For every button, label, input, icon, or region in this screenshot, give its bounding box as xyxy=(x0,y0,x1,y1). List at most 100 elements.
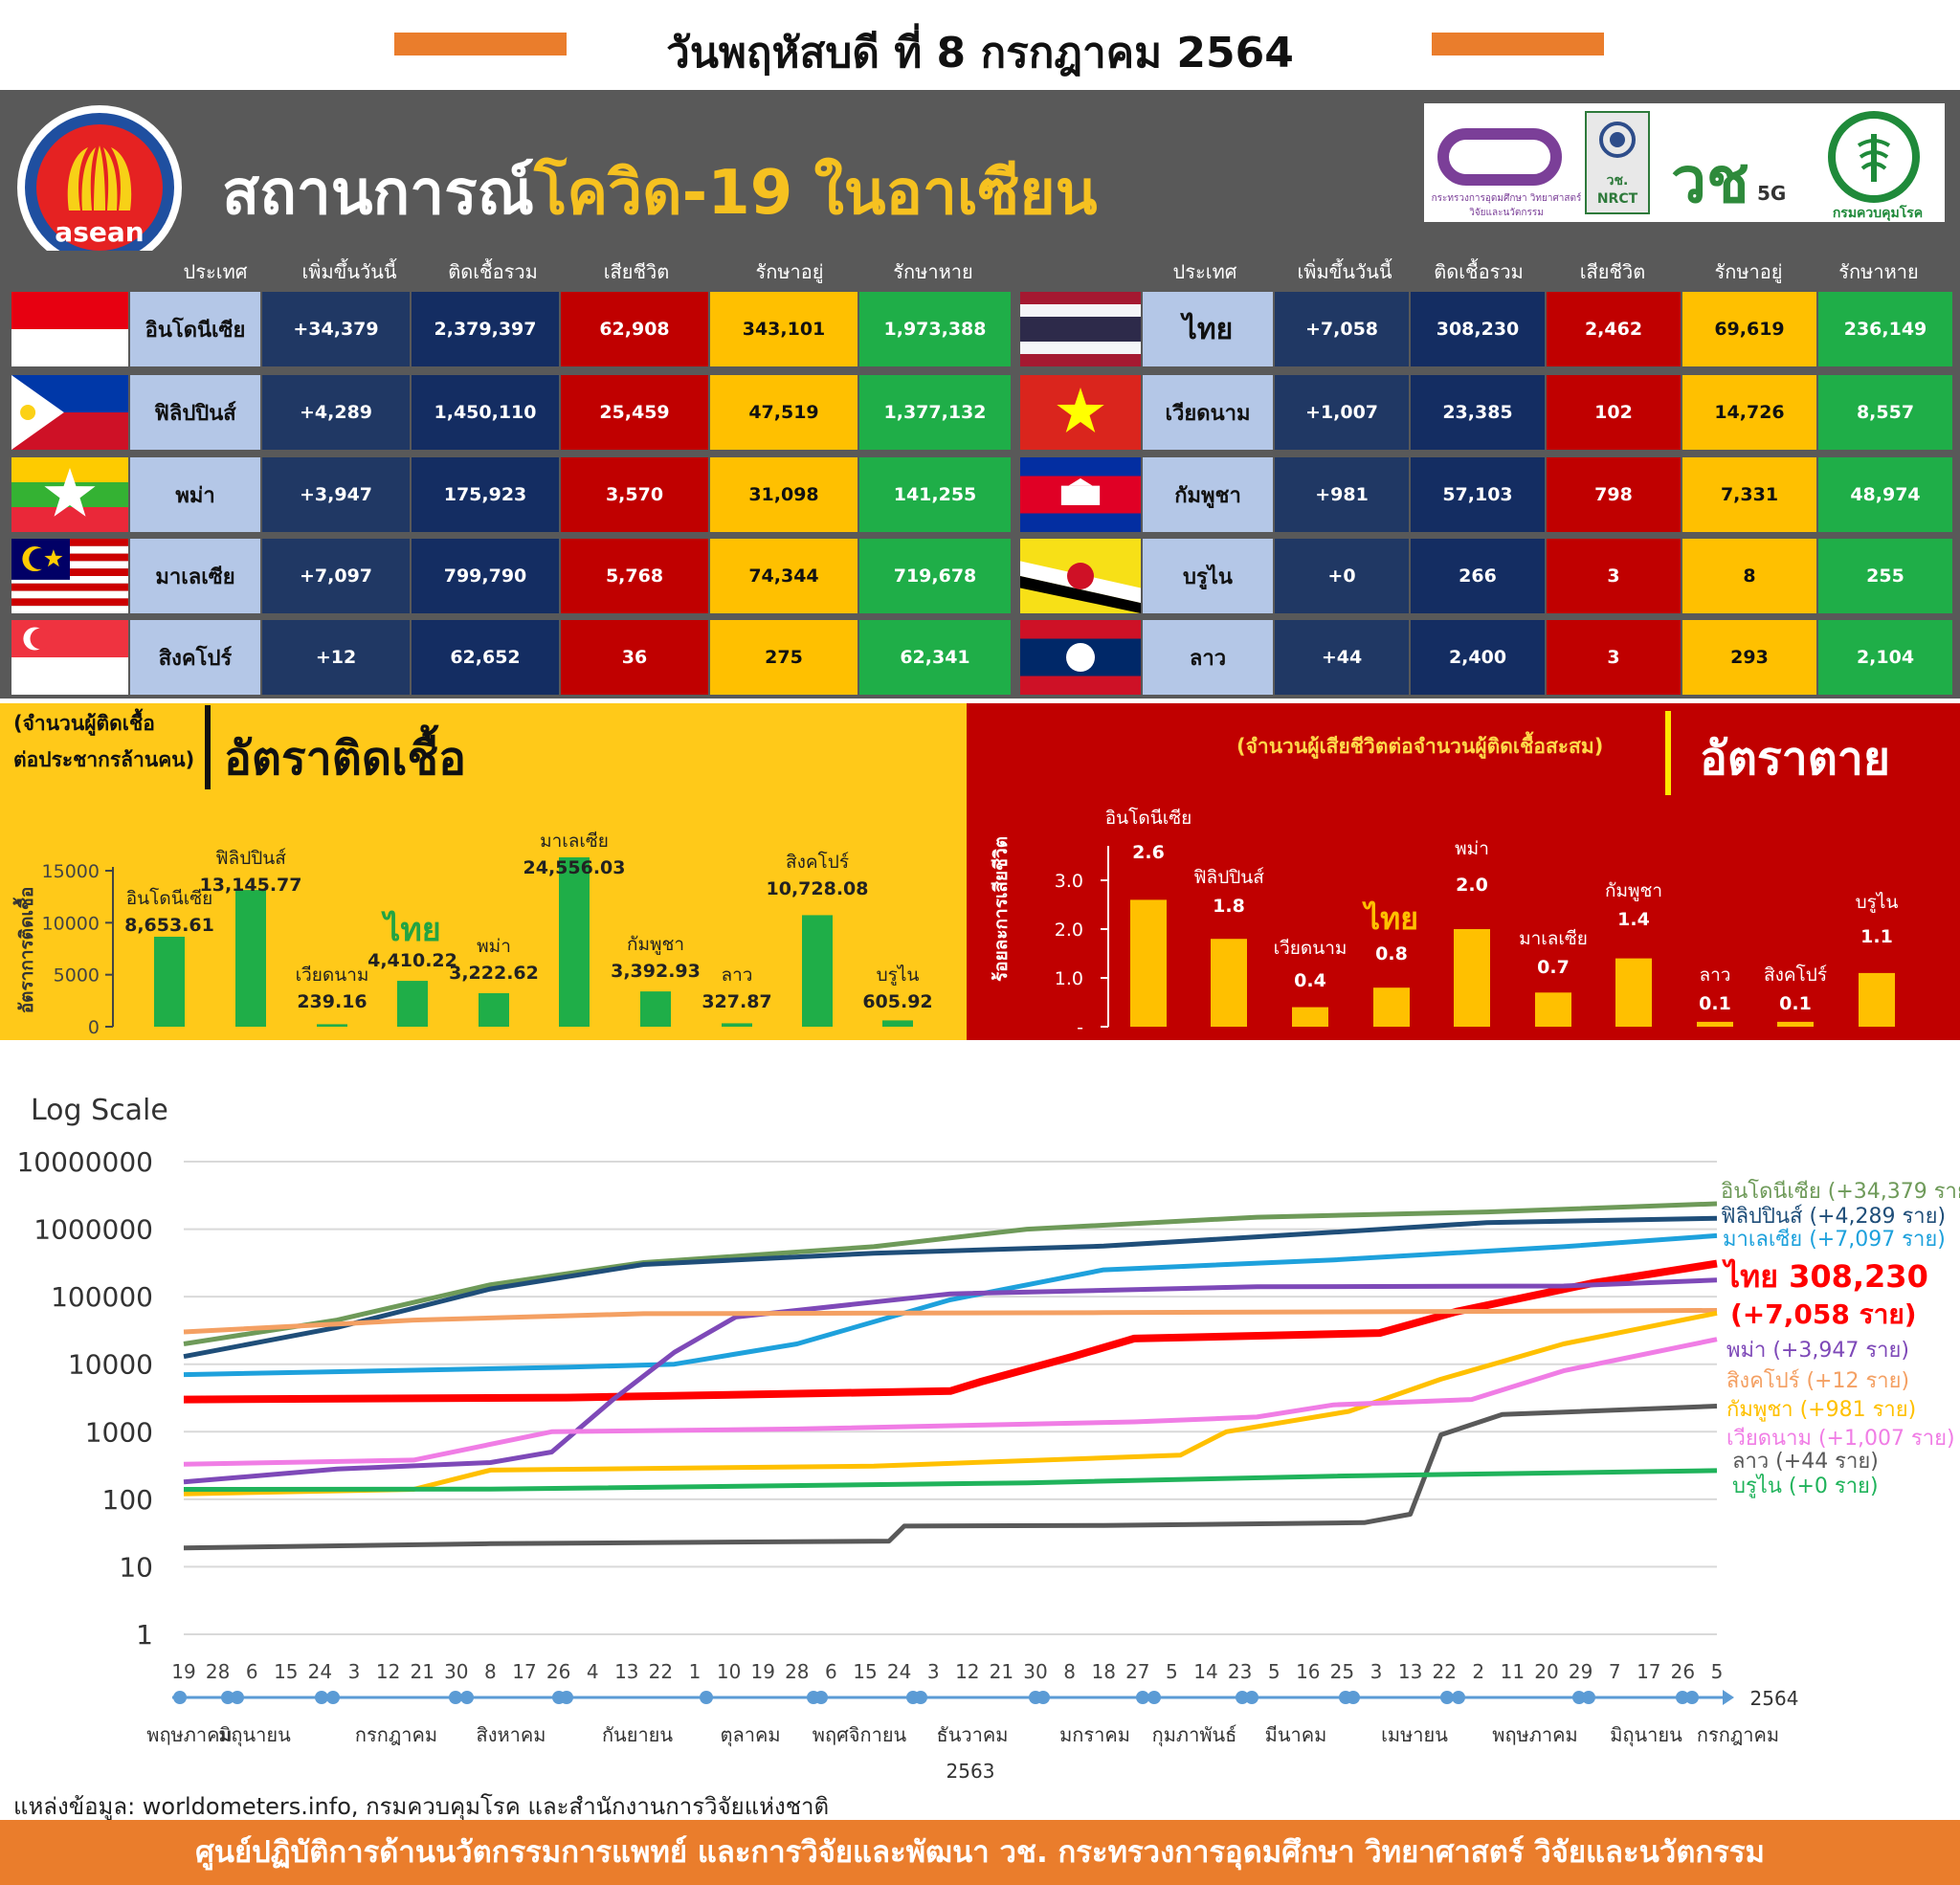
mortality-category-label: มาเลเซีย xyxy=(1519,928,1588,949)
table-cell-active: 343,101 xyxy=(710,292,858,366)
mortality-value-label: 0.7 xyxy=(1537,957,1570,978)
table-cell-recovered: 719,678 xyxy=(859,539,1011,613)
table-cell-deaths: 25,459 xyxy=(561,375,708,450)
table-cell-new: +981 xyxy=(1275,457,1409,532)
table-cell-active: 275 xyxy=(710,620,858,695)
line-chart-x-tick-label: 3 xyxy=(1370,1660,1383,1683)
timeline-dot xyxy=(1452,1691,1465,1704)
line-chart-x-tick-label: 5 xyxy=(1268,1660,1281,1683)
flag-malaysia xyxy=(11,539,128,613)
table-cell-active: 69,619 xyxy=(1682,292,1816,366)
table-cell-deaths: 3 xyxy=(1547,539,1681,613)
mortality-bar xyxy=(1211,939,1247,1027)
mortality-category-label: เวียดนาม xyxy=(1274,938,1348,959)
timeline-dot xyxy=(1676,1691,1689,1704)
table-cell-recovered: 1,973,388 xyxy=(859,292,1011,366)
flag-thailand xyxy=(1020,292,1141,366)
infection-value-label: 3,392.93 xyxy=(611,961,701,982)
infection-value-label: 327.87 xyxy=(702,991,771,1012)
line-chart-title: Log Scale xyxy=(31,1094,168,1127)
timeline-dot xyxy=(449,1691,462,1704)
flag-philippines xyxy=(11,375,128,450)
table-cell-deaths: 102 xyxy=(1547,375,1681,450)
page-date: วันพฤหัสบดี ที่ 8 กรกฎาคม 2564 xyxy=(666,29,1294,78)
infection-category-label: มาเลเซีย xyxy=(540,831,609,852)
line-chart-month-label: มกราคม xyxy=(1059,1723,1130,1746)
line-chart-x-tick-label: 11 xyxy=(1501,1660,1525,1683)
table-cell-active: 74,344 xyxy=(710,539,858,613)
table-cell-country: ไทย xyxy=(1143,292,1273,366)
table-cell-recovered: 141,255 xyxy=(859,457,1011,532)
mortality-category-label: บรูไน xyxy=(1856,892,1899,913)
mortality-value-label: 0.1 xyxy=(1699,993,1731,1014)
timeline-dot xyxy=(1036,1691,1050,1704)
line-chart-x-tick-label: 28 xyxy=(785,1660,809,1683)
table-cell-new: +12 xyxy=(262,620,410,695)
laos-flag-icon xyxy=(1020,620,1141,695)
mortality-value-label: 2.6 xyxy=(1132,842,1165,863)
series-label: เวียดนาม (+1,007 ราย) xyxy=(1726,1427,1955,1451)
infection-value-label: 13,145.77 xyxy=(200,875,302,896)
timeline-dot xyxy=(315,1691,328,1704)
timeline-dot xyxy=(1347,1691,1360,1704)
indonesia-flag-icon xyxy=(11,292,128,366)
line-chart-x-tick-label: 19 xyxy=(750,1660,774,1683)
table-header-right-4: รักษาอยู่ xyxy=(1714,260,1783,283)
infection-category-label: เวียดนาม xyxy=(296,965,369,986)
table-header-left-3: เสียชีวิต xyxy=(603,260,670,283)
date-bar: วันพฤหัสบดี ที่ 8 กรกฎาคม 2564 xyxy=(0,0,1960,90)
infection-value-label: 605.92 xyxy=(862,991,932,1012)
table-cell-recovered: 62,341 xyxy=(859,620,1011,695)
line-chart-month-label: กรกฎาคม xyxy=(355,1723,437,1746)
table-cell-total: 62,652 xyxy=(412,620,559,695)
line-chart-x-tick-label: 14 xyxy=(1193,1660,1217,1683)
mortality-category-label: กัมพูชา xyxy=(1605,880,1662,901)
line-chart-x-tick-label: 3 xyxy=(927,1660,940,1683)
series-line xyxy=(183,1308,1718,1335)
line-chart-x-tick-label: 8 xyxy=(1063,1660,1076,1683)
line-chart-x-tick-label: 12 xyxy=(955,1660,979,1683)
mortality-bar xyxy=(1615,958,1652,1027)
asean-logo: asean xyxy=(17,105,182,270)
mortality-bar xyxy=(1535,992,1571,1027)
timeline-dot xyxy=(1572,1691,1586,1704)
mortality-value-label: 0.4 xyxy=(1294,970,1326,991)
table-cell-country: เวียดนาม xyxy=(1143,375,1273,450)
mortality-bar xyxy=(1292,1007,1328,1027)
series-line xyxy=(183,1277,1718,1485)
table-header-right-5: รักษาหาย xyxy=(1838,260,1919,283)
infection-value-label: 3,222.62 xyxy=(449,963,539,984)
nrct-logo: วช. NRCT xyxy=(1585,111,1650,214)
ddc-logo: กรมควบคุมโรค xyxy=(1815,111,1941,221)
table-header-right-2: ติดเชื้อรวม xyxy=(1434,260,1524,283)
timeline-dot xyxy=(173,1691,187,1704)
infection-category-label: พม่า xyxy=(477,936,511,957)
table-header-left-1: เพิ่มขึ้นวันนี้ xyxy=(301,260,397,283)
log-scale-chart: Log Scale 1 10 100 1000 10000 100000 1000000 100… xyxy=(16,1094,1960,1780)
infection-y-tick-label: 15000 xyxy=(42,861,100,882)
thailand-flag-icon xyxy=(1020,292,1141,366)
infection-value-label: 4,410.22 xyxy=(368,950,457,971)
line-chart-x-tick-label: 3 xyxy=(348,1660,361,1683)
timeline-dot xyxy=(914,1691,927,1704)
nrct-5g-logo: วช 5G xyxy=(1671,144,1787,217)
table-cell-recovered: 236,149 xyxy=(1818,292,1952,366)
line-chart-x-tick-label: 24 xyxy=(308,1660,332,1683)
mortality-category-label: ฟิลิปปินส์ xyxy=(1193,867,1264,888)
mhesi-logo: กระทรวงการอุดมศึกษา วิทยาศาสตร์ วิจัยและ… xyxy=(1428,111,1581,218)
table-cell-total: 175,923 xyxy=(412,457,559,532)
line-chart-x-tick-label: 15 xyxy=(274,1660,298,1683)
line-chart-x-tick-label: 29 xyxy=(1569,1660,1592,1683)
table-cell-country: มาเลเซีย xyxy=(130,539,260,613)
table-cell-new: +4,289 xyxy=(262,375,410,450)
mortality-bar xyxy=(1130,899,1167,1027)
infection-bar xyxy=(317,1024,347,1027)
malaysia-flag-icon xyxy=(11,539,128,613)
series-line xyxy=(183,1201,1718,1346)
series-label: ลาว (+44 ราย) xyxy=(1732,1450,1879,1474)
table-header-right-0: ประเทศ xyxy=(1172,260,1237,283)
line-chart-x-tick-label: 16 xyxy=(1296,1660,1320,1683)
mortality-category-label: ลาว xyxy=(1700,965,1731,986)
mortality-y-tick-label: 3.0 xyxy=(1055,871,1083,892)
infection-rate-panel: (จำนวนผู้ติดเชื้อ ต่อประชากรล้านคน) อัตร… xyxy=(0,703,967,1040)
